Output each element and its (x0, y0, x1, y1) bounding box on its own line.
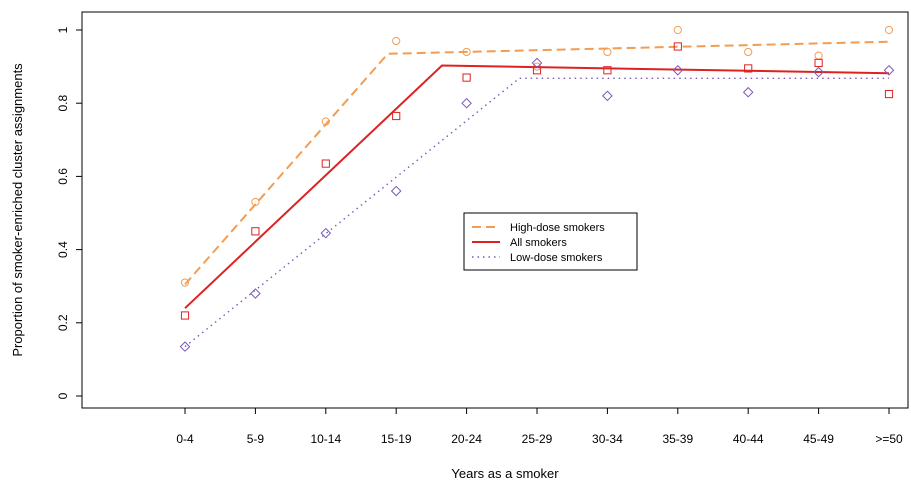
point-1-10 (884, 89, 894, 99)
point-1-0 (180, 311, 190, 320)
legend-label-1: All smokers (510, 237, 567, 249)
y-tick-label: 0.8 (56, 95, 70, 112)
point-2-7 (672, 64, 684, 76)
x-tick-label: 40-44 (733, 432, 764, 446)
point-0-9 (814, 51, 823, 60)
point-1-3 (392, 111, 401, 121)
point-2-5 (531, 57, 543, 69)
point-0-1 (251, 197, 260, 207)
point-0-8 (744, 47, 753, 57)
fit-line-0 (184, 40, 890, 286)
point-2-3 (390, 185, 402, 197)
point-0-4 (462, 47, 471, 57)
point-2-4 (461, 97, 472, 109)
point-2-0 (179, 341, 191, 352)
point-0-10 (884, 25, 894, 35)
point-2-9 (813, 66, 824, 78)
x-axis-title: Years as a smoker (451, 466, 559, 481)
y-tick-label: 0.4 (56, 241, 70, 258)
point-1-1 (251, 227, 260, 236)
x-tick-label: 0-4 (176, 432, 194, 446)
point-2-10 (883, 64, 895, 76)
y-tick-label: 1 (56, 26, 70, 33)
point-1-6 (603, 66, 612, 75)
y-axis-title: Proportion of smoker-enriched cluster as… (10, 63, 25, 357)
y-tick-label: 0 (56, 392, 70, 399)
y-tick-label: 0.2 (56, 314, 70, 331)
point-1-8 (744, 64, 753, 73)
x-tick-label: 20-24 (451, 432, 482, 446)
x-tick-label: >=50 (875, 432, 903, 446)
x-tick-label: 35-39 (662, 432, 693, 446)
x-axis: 0-4 5-9 10-14 15-19 20-24 25-29 30-34 35-39 40-4… (176, 407, 903, 446)
x-tick-label: 25-29 (522, 432, 553, 446)
point-0-7 (673, 25, 682, 35)
point-2-1 (250, 288, 261, 299)
fit-line-2 (184, 77, 889, 348)
x-tick-label: 45-49 (803, 432, 834, 446)
point-1-4 (462, 73, 471, 82)
legend-label-2: Low-dose smokers (510, 252, 603, 264)
point-2-8 (742, 86, 754, 98)
point-0-3 (392, 36, 401, 46)
point-1-7 (673, 42, 682, 51)
y-tick-label: 0.6 (56, 168, 70, 185)
x-tick-label: 15-19 (381, 432, 412, 446)
legend: High-dose smokers All smokers Low-dose smo… (463, 212, 638, 271)
point-0-0 (180, 278, 190, 287)
legend-label-0: High-dose smokers (510, 222, 605, 234)
point-0-6 (603, 47, 612, 57)
data-points (179, 25, 895, 352)
x-tick-label: 30-34 (592, 432, 623, 446)
x-tick-label: 10-14 (310, 432, 341, 446)
point-1-5 (532, 66, 542, 75)
point-2-2 (320, 227, 332, 239)
y-axis: 0 0.2 0.4 0.6 0.8 1 (56, 26, 83, 399)
fit-line-1 (184, 64, 890, 309)
point-1-9 (814, 58, 823, 68)
point-0-2 (321, 117, 330, 126)
point-2-6 (602, 90, 613, 102)
fit-lines (184, 40, 890, 348)
x-tick-label: 5-9 (247, 432, 265, 446)
point-1-2 (321, 159, 330, 168)
